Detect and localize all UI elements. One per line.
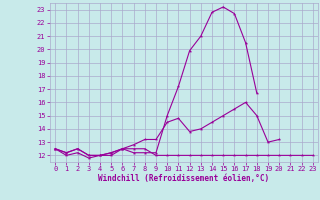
X-axis label: Windchill (Refroidissement éolien,°C): Windchill (Refroidissement éolien,°C)	[99, 174, 269, 183]
